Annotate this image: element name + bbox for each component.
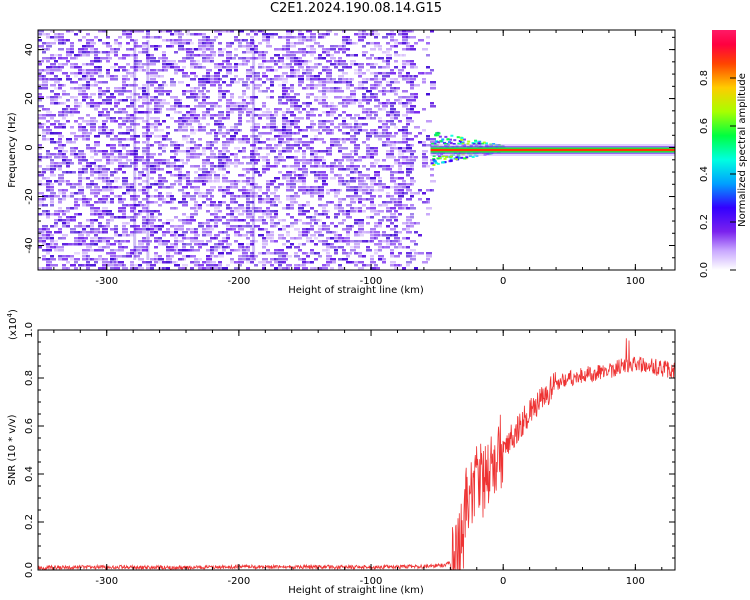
spectrogram-x-label: Height of straight line (km)	[288, 285, 424, 296]
page-title: C2E1.2024.190.08.14.G15	[269, 1, 443, 16]
y-tick-label: 40	[24, 43, 35, 56]
y-tick-label: 20	[24, 92, 35, 105]
x-tick-label: -300	[95, 276, 118, 287]
snr-series-line	[38, 338, 675, 570]
y-tick-label: 0.6	[24, 418, 35, 434]
svg-text:(x104): (x104)	[6, 309, 19, 340]
x-tick-label: -200	[228, 276, 251, 287]
x-tick-label: 0	[500, 276, 506, 287]
colorbar-label: Normalized spectral amplitude	[737, 73, 748, 227]
snr-scale-factor: (x104)	[6, 309, 19, 340]
x-tick-label: -300	[95, 576, 118, 587]
colorbar-tick-label: 0.4	[699, 166, 710, 182]
y-tick-label: 1.0	[24, 322, 35, 338]
y-tick-label: 0	[24, 144, 35, 150]
y-tick-label: 0.0	[24, 562, 35, 578]
y-tick-label: 0.2	[24, 514, 35, 530]
x-tick-label: -100	[360, 276, 383, 287]
colorbar-gradient	[712, 30, 736, 270]
spectrogram-image	[38, 30, 675, 270]
x-tick-label: -100	[360, 576, 383, 587]
x-tick-label: 0	[500, 576, 506, 587]
y-tick-label: 0.4	[24, 466, 35, 482]
colorbar-tick-label: 0.0	[699, 262, 710, 278]
snr-x-label: Height of straight line (km)	[288, 585, 424, 596]
x-tick-label: -200	[228, 576, 251, 587]
colorbar-tick-label: 0.2	[699, 214, 710, 230]
colorbar: 0.0 0.2 0.4 0.6 0.8 Normalized spectral ampl…	[699, 30, 748, 278]
colorbar-tick-label: 0.6	[699, 118, 710, 134]
snr-frame	[37, 329, 676, 571]
snr-panel: -300 -200 -100 0 100 0.0 0.2 0.4 0.6 0.8 1.0 Heigh…	[6, 309, 676, 596]
y-tick-label: 0.8	[24, 370, 35, 386]
x-tick-label: 100	[626, 276, 645, 287]
spectrogram-frame	[37, 29, 676, 271]
y-tick-label: -20	[24, 188, 35, 204]
colorbar-tick-label: 0.8	[699, 70, 710, 86]
spectrogram-y-label: Frequency (Hz)	[7, 112, 18, 188]
y-tick-label: -40	[24, 237, 35, 253]
snr-y-label: SNR (10 * v/v)	[7, 414, 18, 485]
x-tick-label: 100	[626, 576, 645, 587]
